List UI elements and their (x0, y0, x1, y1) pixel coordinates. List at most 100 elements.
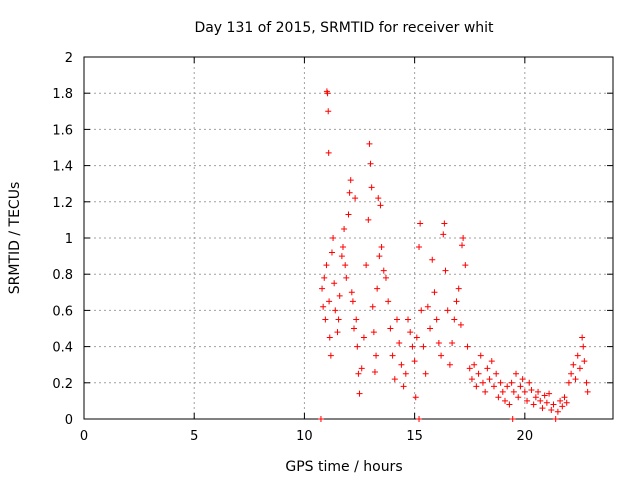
data-point-plus-marker (334, 329, 341, 336)
data-point-plus-marker (380, 267, 387, 274)
data-point-plus-marker (324, 90, 331, 97)
data-point-plus-marker (552, 416, 559, 422)
data-point-plus-marker (360, 334, 367, 341)
data-point-plus-marker (320, 303, 327, 310)
data-point-plus-marker (475, 370, 482, 377)
data-point-plus-marker (335, 316, 342, 323)
data-point-plus-marker (580, 343, 587, 350)
data-point-plus-marker (559, 403, 566, 410)
data-point-plus-marker (554, 408, 561, 415)
data-point-plus-marker (508, 379, 515, 386)
data-point-plus-marker (550, 401, 557, 408)
data-point-plus-marker (317, 416, 324, 422)
data-point-plus-marker (412, 394, 419, 401)
y-tick-label: 1.4 (52, 160, 73, 175)
data-point-plus-marker (369, 303, 376, 310)
data-point-plus-marker (325, 149, 332, 156)
data-point-plus-marker (455, 285, 462, 292)
data-point-plus-marker (572, 376, 579, 383)
data-point-plus-marker (495, 394, 502, 401)
data-point-plus-marker (336, 292, 343, 299)
data-point-plus-marker (416, 244, 423, 251)
data-point-plus-marker (440, 231, 447, 238)
data-point-plus-marker (501, 397, 508, 404)
data-point-plus-marker (557, 397, 564, 404)
data-point-plus-marker (431, 289, 438, 296)
data-point-plus-marker (353, 316, 360, 323)
data-point-plus-marker (468, 376, 475, 383)
data-point-plus-marker (528, 387, 535, 394)
data-point-plus-marker (374, 285, 381, 292)
data-point-plus-marker (331, 280, 338, 287)
data-point-plus-marker (393, 316, 400, 323)
y-tick-label: 1.8 (52, 87, 73, 102)
data-point-plus-marker (413, 334, 420, 341)
data-point-plus-marker (453, 298, 460, 305)
data-point-plus-marker (539, 405, 546, 412)
data-point-plus-marker (358, 365, 365, 372)
y-tick-label: 1 (65, 232, 73, 247)
data-point-plus-marker (349, 298, 356, 305)
data-point-plus-marker (530, 401, 537, 408)
data-point-plus-marker (583, 379, 590, 386)
data-point-plus-marker (438, 352, 445, 359)
y-tick-label: 2 (65, 51, 73, 66)
y-tick-label: 0.8 (52, 268, 73, 283)
data-point-plus-marker (477, 352, 484, 359)
data-point-plus-marker (486, 376, 493, 383)
data-point-plus-marker (460, 235, 467, 241)
x-tick-label: 15 (406, 429, 423, 444)
data-point-plus-marker (378, 244, 385, 251)
data-point-plus-marker (389, 352, 396, 359)
data-point-plus-marker (420, 343, 427, 350)
data-point-plus-marker (466, 365, 473, 372)
data-point-plus-marker (429, 256, 436, 263)
y-tick-label: 0.2 (52, 377, 73, 392)
data-point-plus-marker (371, 368, 378, 375)
data-point-plus-marker (338, 253, 345, 260)
data-point-plus-marker (398, 361, 405, 368)
data-point-plus-marker (402, 370, 409, 377)
data-point-plus-marker (351, 325, 358, 332)
axis-ticks: 0 5 10 15 20 0 0.2 0.4 0.6 0.8 1 1.2 1.4 1.6 1.8 2 (52, 51, 613, 444)
data-point-plus-marker (581, 358, 588, 365)
data-point-plus-marker (504, 383, 511, 390)
data-point-plus-marker (326, 334, 333, 341)
data-point-plus-marker (342, 262, 349, 269)
data-point-plus-marker (363, 262, 370, 269)
data-point-plus-marker (352, 195, 359, 202)
data-point-plus-marker (322, 316, 329, 323)
y-axis-label: SRMTID / TECUs (7, 182, 23, 295)
data-point-plus-marker (365, 216, 372, 223)
data-point-plus-marker (451, 316, 458, 323)
y-tick-label: 0.6 (52, 304, 73, 319)
data-point-plus-marker (441, 220, 448, 227)
data-point-plus-marker (446, 361, 453, 368)
data-point-plus-marker (382, 274, 389, 281)
data-point-plus-marker (377, 202, 384, 209)
data-point-plus-marker (416, 416, 423, 422)
data-point-plus-marker (405, 316, 412, 323)
data-point-plus-marker (330, 235, 337, 241)
data-point-plus-marker (385, 298, 392, 305)
data-point-plus-marker (464, 343, 471, 350)
x-tick-label: 0 (80, 429, 88, 444)
data-point-plus-marker (323, 262, 330, 269)
data-point-plus-marker (444, 307, 451, 314)
x-tick-label: 10 (296, 429, 313, 444)
data-point-plus-marker (579, 334, 586, 341)
data-point-plus-marker (396, 339, 403, 346)
data-point-plus-marker (345, 211, 352, 218)
data-point-plus-marker (370, 329, 377, 336)
data-point-plus-marker (488, 358, 495, 365)
y-tick-label: 0 (65, 413, 73, 428)
data-point-plus-marker (387, 325, 394, 332)
data-point-plus-marker (521, 388, 528, 395)
data-point-plus-marker (499, 388, 506, 395)
data-point-plus-marker (510, 388, 517, 395)
data-point-plus-marker (326, 298, 333, 305)
data-point-plus-marker (355, 370, 362, 377)
data-point-plus-marker (366, 140, 373, 147)
data-point-plus-marker (524, 397, 531, 404)
